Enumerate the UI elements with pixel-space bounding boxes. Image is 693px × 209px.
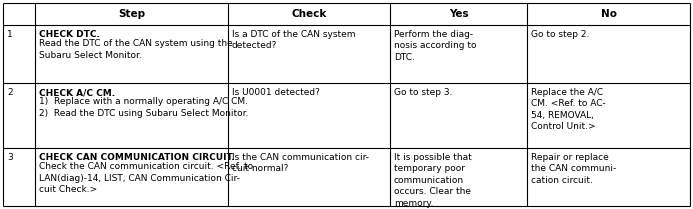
Text: Is U0001 detected?: Is U0001 detected?	[232, 88, 320, 97]
Text: Yes: Yes	[448, 9, 468, 19]
Text: 2: 2	[7, 88, 12, 97]
Text: No: No	[601, 9, 617, 19]
Text: Check the CAN communication circuit. <Ref. to
LAN(diag)-14, LIST, CAN Communicat: Check the CAN communication circuit. <Re…	[39, 162, 253, 194]
Text: Replace the A/C
CM. <Ref. to AC-
54, REMOVAL,
Control Unit.>: Replace the A/C CM. <Ref. to AC- 54, REM…	[531, 88, 606, 131]
Text: Is the CAN communication cir-
cuit normal?: Is the CAN communication cir- cuit norma…	[232, 153, 369, 173]
Text: Read the DTC of the CAN system using the
Subaru Select Monitor.: Read the DTC of the CAN system using the…	[39, 40, 233, 60]
Text: Is a DTC of the CAN system
detected?: Is a DTC of the CAN system detected?	[232, 30, 356, 50]
Text: CHECK DTC.: CHECK DTC.	[39, 30, 100, 39]
Text: Go to step 2.: Go to step 2.	[531, 30, 589, 39]
Text: It is possible that
temporary poor
communication
occurs. Clear the
memory.: It is possible that temporary poor commu…	[394, 153, 472, 208]
Text: Check: Check	[291, 9, 326, 19]
Text: CHECK CAN COMMUNICATION CIRCUIT.: CHECK CAN COMMUNICATION CIRCUIT.	[39, 153, 235, 162]
Text: 1)  Replace with a normally operating A/C CM.
2)  Read the DTC using Subaru Sele: 1) Replace with a normally operating A/C…	[39, 97, 248, 118]
Text: Go to step 3.: Go to step 3.	[394, 88, 453, 97]
Text: Perform the diag-
nosis according to
DTC.: Perform the diag- nosis according to DTC…	[394, 30, 477, 62]
Text: Step: Step	[118, 9, 145, 19]
Text: 3: 3	[7, 153, 12, 162]
Text: 1: 1	[7, 30, 12, 39]
Text: CHECK A/C CM.: CHECK A/C CM.	[39, 88, 115, 97]
Text: Repair or replace
the CAN communi-
cation circuit.: Repair or replace the CAN communi- catio…	[531, 153, 616, 185]
